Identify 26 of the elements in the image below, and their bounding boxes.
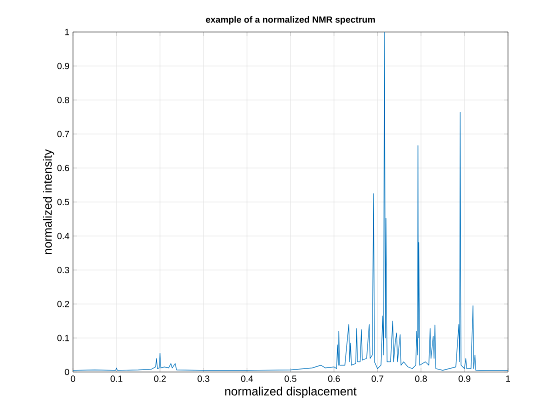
y-tick-label: 0.8	[57, 96, 70, 104]
x-tick-label: 0.4	[241, 376, 253, 382]
y-axis-title: normalized intensity	[43, 149, 54, 254]
chart-title: example of a normalized NMR spectrum	[206, 16, 375, 24]
x-tick-label: 0	[70, 376, 76, 382]
x-tick-label: 0.8	[415, 376, 427, 382]
y-tick-label: 0.7	[57, 130, 70, 138]
y-tick-label: 0.6	[57, 164, 70, 172]
y-tick-label: 0.5	[57, 198, 70, 206]
y-tick-label: 0.1	[57, 334, 70, 342]
x-tick-label: 0.2	[154, 376, 166, 382]
y-tick-label: 0	[64, 368, 70, 376]
x-tick-label: 0.6	[328, 376, 340, 382]
y-tick-label: 0.9	[57, 62, 70, 70]
y-tick-label: 1	[65, 28, 70, 36]
y-tick-label: 0.3	[57, 266, 70, 274]
y-tick-label: 0.2	[57, 300, 70, 308]
y-tick-label: 0.4	[57, 232, 70, 240]
x-axis-title: normalized displacement	[225, 386, 356, 398]
x-tick-label: 0.9	[458, 376, 470, 382]
x-tick-label: 0.1	[110, 376, 122, 382]
x-tick-label: 1	[506, 376, 510, 382]
x-tick-label: 0.7	[372, 376, 384, 382]
x-tick-label: 0.5	[284, 376, 296, 382]
line-series	[73, 32, 508, 371]
x-tick-label: 0.3	[198, 376, 210, 382]
